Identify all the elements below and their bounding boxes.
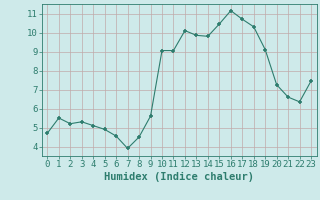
X-axis label: Humidex (Indice chaleur): Humidex (Indice chaleur) xyxy=(104,172,254,182)
